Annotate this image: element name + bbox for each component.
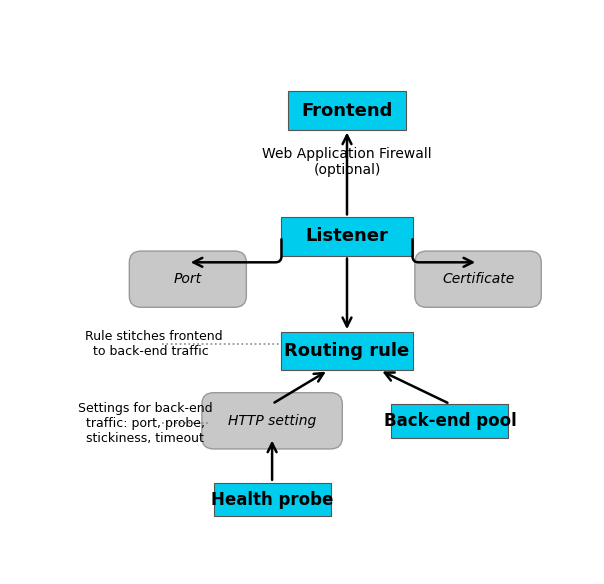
Text: Health probe: Health probe	[211, 491, 333, 509]
Text: Listener: Listener	[306, 227, 388, 245]
FancyBboxPatch shape	[214, 482, 330, 516]
Text: Settings for back-end
  traffic: port, probe,
  stickiness, timeout: Settings for back-end traffic: port, pro…	[78, 402, 213, 444]
FancyBboxPatch shape	[202, 392, 342, 449]
Text: Back-end pool: Back-end pool	[384, 412, 516, 430]
Text: Frontend: Frontend	[301, 102, 393, 120]
Text: Port: Port	[174, 272, 202, 286]
FancyBboxPatch shape	[281, 332, 413, 370]
Text: Rule stitches frontend
  to back-end traffic: Rule stitches frontend to back-end traff…	[85, 331, 222, 359]
Text: Certificate: Certificate	[442, 272, 514, 286]
FancyBboxPatch shape	[289, 92, 405, 130]
FancyBboxPatch shape	[129, 251, 246, 307]
Text: Web Application Firewall
(optional): Web Application Firewall (optional)	[262, 147, 432, 178]
FancyBboxPatch shape	[391, 404, 509, 437]
FancyBboxPatch shape	[415, 251, 541, 307]
FancyBboxPatch shape	[281, 217, 413, 256]
Text: Routing rule: Routing rule	[284, 342, 410, 360]
Text: HTTP setting: HTTP setting	[228, 414, 316, 428]
